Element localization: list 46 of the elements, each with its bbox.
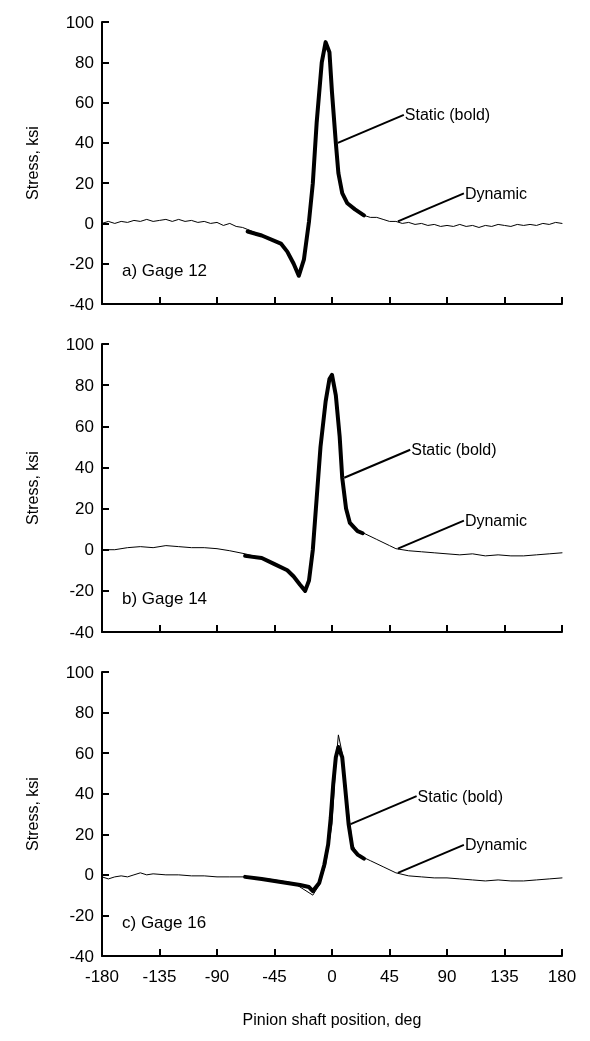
y-tick-label: 80 (75, 52, 94, 72)
y-tick-label: 40 (75, 457, 94, 477)
text: Static (bold) (404, 106, 491, 124)
y-tick-label: -20 (69, 254, 94, 274)
series-label: Dynamic (464, 184, 528, 202)
y-axis-title: Stress, ksi (23, 126, 41, 200)
y-tick-label: 20 (75, 499, 94, 519)
y-tick-label: 100 (65, 662, 94, 682)
y-tick-label: 100 (65, 334, 94, 354)
y-tick-label: -20 (69, 905, 94, 925)
x-tick-label: -135 (142, 967, 177, 986)
annotation: a) Gage 12 (122, 261, 208, 280)
y-tick-label: 100 (65, 12, 94, 32)
y-tick-label: -40 (69, 294, 94, 314)
x-tick-label: -45 (262, 967, 287, 986)
text: Static (bold) (417, 787, 503, 805)
x-tick-label: 0 (327, 967, 337, 986)
x-tick-label: 180 (547, 967, 577, 986)
y-tick-label: 60 (75, 93, 94, 113)
y-tick-label: 40 (75, 133, 94, 153)
y-tick-label: 20 (75, 173, 94, 193)
x-tick-label: -90 (204, 967, 230, 986)
x-tick-label: 45 (380, 967, 399, 986)
text: Static (bold) (411, 441, 497, 459)
y-tick-label: 0 (84, 213, 94, 233)
x-tick-label: -180 (84, 967, 120, 986)
annotation: b) Gage 14 (122, 589, 208, 608)
y-tick-label: -40 (69, 946, 94, 966)
y-tick-label: 80 (75, 375, 94, 395)
y-tick-label: 40 (75, 784, 94, 804)
y-axis-title: Stress, ksi (23, 451, 41, 525)
x-tick-label: 90 (437, 967, 457, 986)
y-tick-label: 0 (84, 865, 94, 885)
y-tick-label: 80 (75, 703, 94, 723)
y-tick-label: 0 (84, 540, 94, 560)
y-tick-label: 60 (75, 743, 94, 763)
y-tick-label: -20 (69, 581, 94, 601)
y-tick-label: -40 (69, 622, 94, 642)
y-tick-label: 60 (75, 416, 94, 436)
y-tick-label: 20 (75, 824, 94, 844)
x-axis-title: Pinion shaft position, deg (242, 1010, 422, 1028)
series-label: Dynamic (464, 512, 528, 530)
series-label: Dynamic (464, 836, 528, 854)
y-axis-title: Stress, ksi (23, 777, 41, 851)
x-tick-label: 135 (490, 967, 519, 986)
annotation: c) Gage 16 (122, 913, 207, 932)
